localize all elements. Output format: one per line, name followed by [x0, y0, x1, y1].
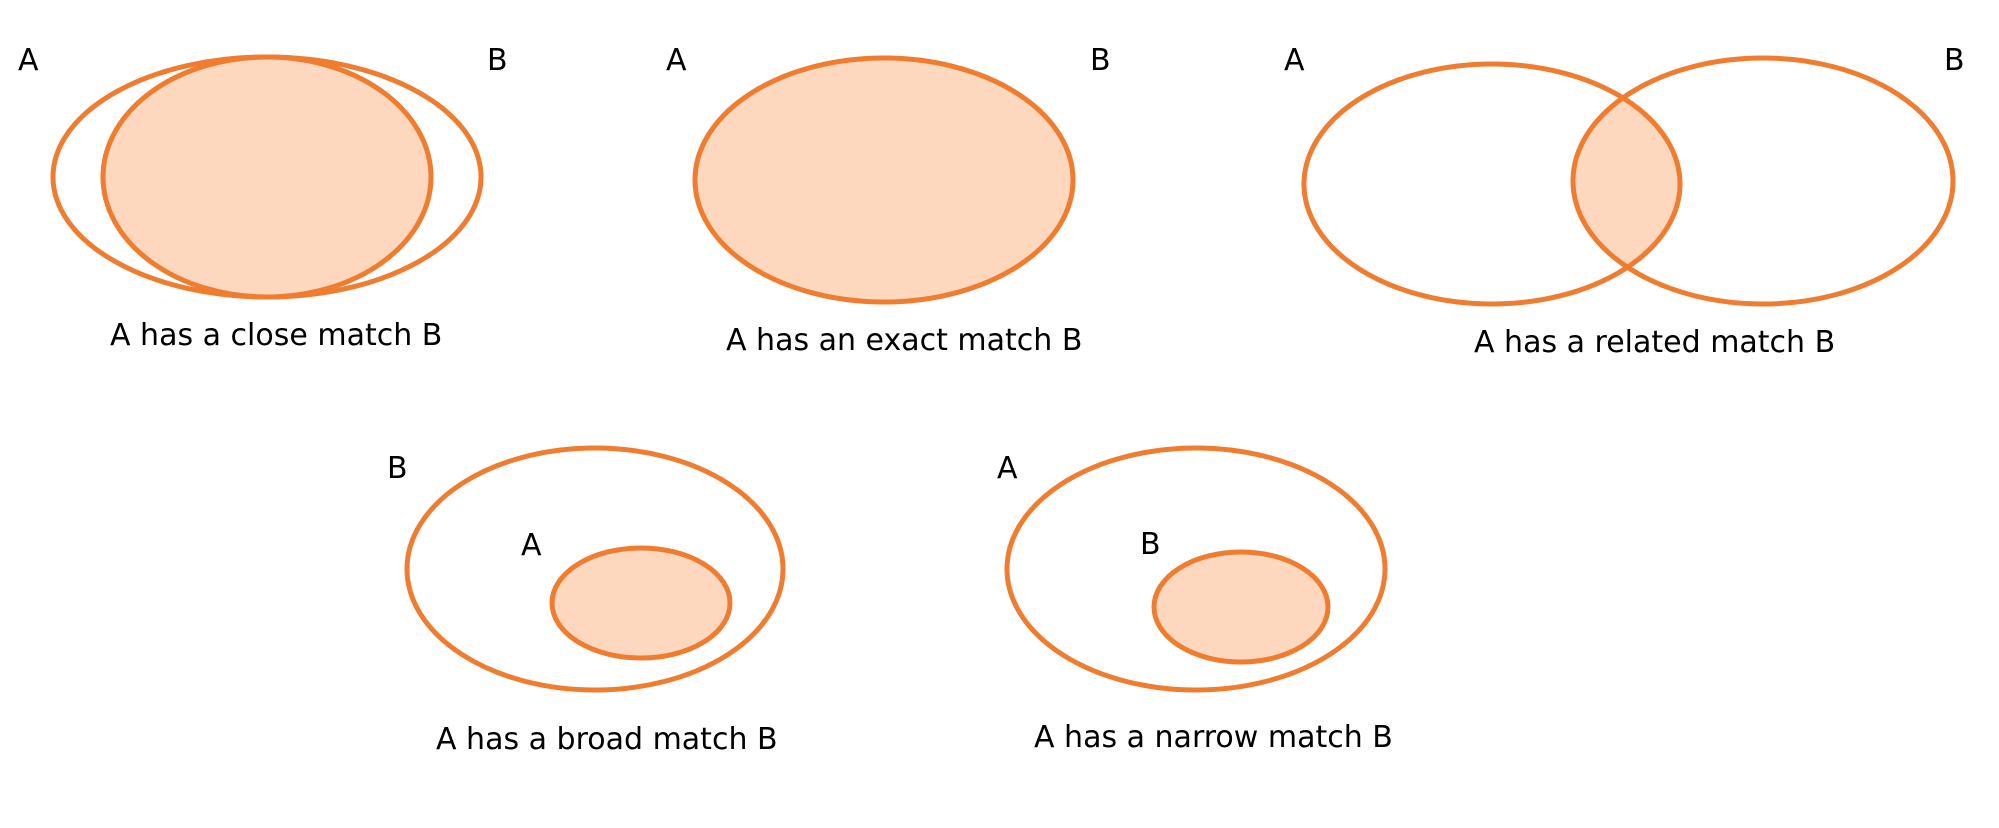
related-ellipse-b — [1570, 55, 1956, 307]
close-label-a: A — [18, 43, 39, 78]
related-label-b: B — [1944, 43, 1965, 78]
exact-label-a: A — [666, 43, 687, 78]
exact-caption: A has an exact match B — [726, 323, 1082, 358]
broad-label-b: B — [387, 451, 408, 486]
exact-ellipse — [692, 55, 1076, 305]
narrow-caption: A has a narrow match B — [1034, 720, 1393, 755]
broad-label-a: A — [521, 528, 542, 563]
related-ellipse-a — [1301, 61, 1683, 307]
close-caption: A has a close match B — [110, 318, 442, 353]
close-label-b: B — [487, 43, 508, 78]
close-match-diagram: A B A has a close match B — [18, 43, 508, 353]
narrow-match-diagram: A B A has a narrow match B — [997, 445, 1393, 755]
close-inner-ellipse — [100, 54, 434, 300]
broad-caption: A has a broad match B — [436, 722, 778, 757]
narrow-label-b: B — [1140, 527, 1161, 562]
exact-label-b: B — [1090, 43, 1111, 78]
related-match-diagram: A B A has a related match B — [1284, 43, 1965, 360]
related-label-a: A — [1284, 43, 1305, 78]
narrow-outer-ellipse — [1004, 445, 1388, 693]
broad-outer-ellipse — [404, 445, 786, 693]
exact-match-diagram: A B A has an exact match B — [666, 43, 1111, 358]
broad-match-diagram: B A A has a broad match B — [387, 445, 786, 757]
related-caption: A has a related match B — [1474, 325, 1835, 360]
narrow-label-a: A — [997, 451, 1018, 486]
broad-inner-ellipse — [549, 545, 733, 661]
narrow-inner-ellipse — [1151, 549, 1331, 665]
